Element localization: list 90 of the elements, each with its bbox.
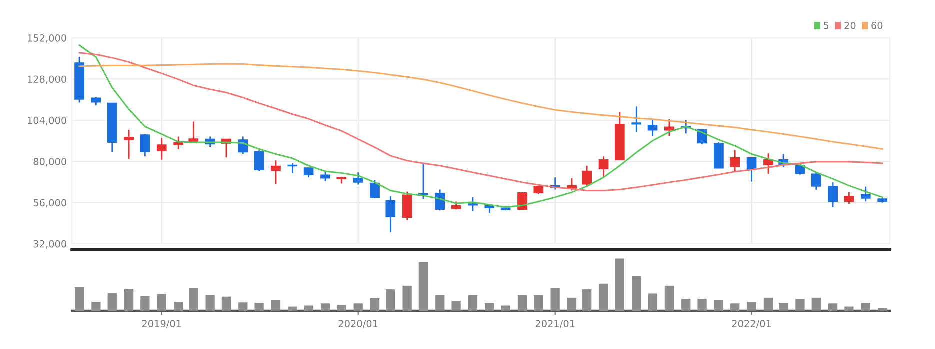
bar (582, 290, 592, 311)
bar (92, 302, 101, 311)
bar (174, 302, 184, 311)
bar (124, 289, 134, 311)
bar (320, 304, 330, 311)
candlestick (304, 167, 314, 178)
y-tick-label: 32,000 (34, 240, 66, 249)
bar (452, 301, 461, 311)
bar (615, 258, 624, 311)
candlestick (140, 134, 150, 158)
bar (337, 305, 346, 311)
bar (485, 303, 494, 311)
candlestick (828, 182, 838, 208)
bar (878, 308, 888, 311)
x-tick-label: 2020/01 (338, 320, 378, 328)
bar (468, 295, 478, 311)
bar (778, 303, 788, 311)
bar (518, 295, 528, 311)
y-tick-label: 56,000 (34, 199, 66, 208)
x-tick-label: 2019/01 (142, 320, 182, 328)
bar (501, 306, 510, 311)
bar (288, 306, 298, 311)
bar (812, 298, 821, 311)
candlestick (402, 191, 412, 221)
bar (206, 295, 215, 311)
candlestick (370, 179, 380, 200)
bar (271, 300, 281, 311)
candlestick (764, 152, 774, 175)
bar (844, 306, 854, 311)
candlestick (730, 150, 740, 172)
bar (828, 304, 838, 311)
bar (796, 298, 805, 311)
bar (698, 298, 707, 311)
bar (550, 288, 560, 311)
y-tick-label: 80,000 (34, 158, 66, 166)
candlestick (271, 160, 281, 185)
bar (730, 304, 740, 311)
bar (304, 306, 314, 311)
bar (747, 302, 756, 311)
candlestick (124, 129, 134, 160)
candlestick (582, 165, 592, 188)
bar (436, 295, 445, 311)
candlestick (811, 172, 822, 191)
candlestick (188, 121, 199, 143)
candlestick (156, 138, 167, 161)
bar (648, 294, 658, 311)
legend-label: 20 (844, 22, 856, 30)
candlestick (468, 196, 478, 212)
x-tick-label: 2021/01 (536, 320, 575, 328)
bar (222, 296, 232, 311)
bar (254, 303, 264, 311)
candlestick (664, 118, 674, 137)
bar (402, 286, 412, 311)
candlestick (598, 156, 609, 178)
candlestick (844, 192, 854, 205)
bar (861, 303, 870, 311)
bar (632, 276, 642, 311)
bar (157, 294, 166, 311)
legend-label: 60 (872, 22, 883, 30)
bar (140, 296, 150, 311)
bar (108, 293, 117, 311)
candlestick (174, 136, 184, 150)
y-tick-label: 104,000 (28, 116, 66, 126)
bar (370, 298, 380, 311)
y-tick-label: 128,000 (28, 76, 66, 84)
candlestick (254, 150, 264, 172)
candlestick (353, 172, 364, 186)
bar (386, 290, 396, 311)
y-tick-label: 152,000 (28, 34, 66, 43)
candlestick (435, 189, 446, 212)
candlestick (746, 157, 757, 183)
candlestick (632, 106, 642, 133)
bar (714, 300, 724, 311)
bar (567, 298, 577, 311)
bar (764, 298, 774, 311)
bar (682, 298, 691, 311)
candlestick (648, 118, 658, 137)
bar (189, 288, 198, 311)
bar (354, 304, 363, 311)
bar (599, 284, 608, 311)
bar (238, 302, 248, 311)
x-tick-label: 2022/01 (732, 320, 772, 328)
legend-label: 5 (824, 22, 829, 30)
bar (534, 295, 544, 311)
bar (74, 287, 84, 311)
bar (418, 262, 428, 311)
candlestick (386, 196, 396, 233)
candlestick (518, 191, 528, 210)
candlestick (860, 186, 871, 202)
bar (664, 286, 674, 311)
